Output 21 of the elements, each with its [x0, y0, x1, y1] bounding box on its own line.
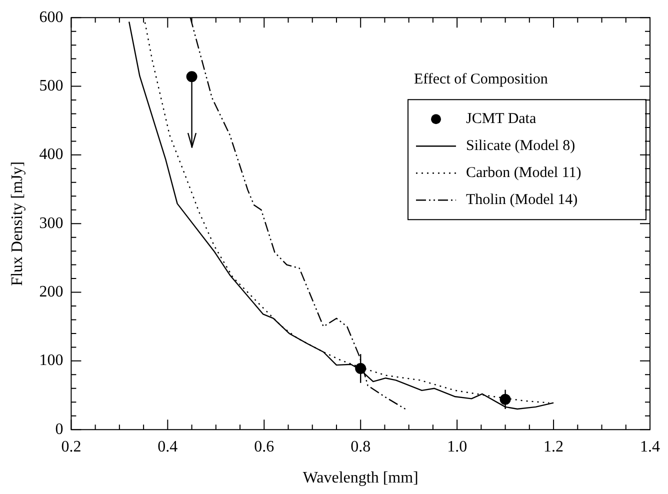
y-tick-label: 500 [39, 77, 64, 94]
x-axis-title: Wavelength [mm] [302, 470, 418, 487]
legend-label: Silicate (Model 8) [466, 138, 576, 154]
x-tick-label: 0.8 [350, 438, 371, 456]
x-tick-label: 1.0 [447, 438, 468, 456]
y-tick-label: 600 [39, 8, 64, 26]
x-tick-label: 1.2 [544, 438, 564, 456]
x-tick-label: 0.6 [254, 438, 274, 456]
legend-label: Tholin (Model 14) [466, 192, 578, 208]
x-tick-label: 0.2 [61, 438, 82, 456]
y-tick-label: 100 [39, 352, 64, 370]
x-tick-label: 1.4 [640, 438, 660, 456]
y-tick-label: 300 [39, 214, 64, 232]
x-tick-label: 0.4 [158, 438, 178, 456]
legend-title: Effect of Composition [414, 72, 548, 88]
legend-label: Carbon (Model 11) [466, 165, 582, 182]
y-axis-title: Flux Density [mJy] [8, 161, 26, 286]
y-tick-label: 0 [55, 420, 64, 438]
y-tick-label: 200 [39, 283, 64, 300]
legend-label: JCMT Data [466, 111, 536, 128]
y-tick-label: 400 [39, 146, 64, 164]
